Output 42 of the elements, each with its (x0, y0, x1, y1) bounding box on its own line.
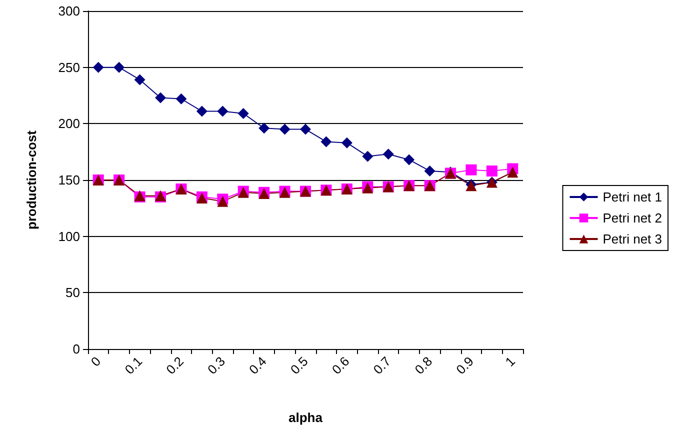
y-tick-label: 150 (58, 172, 80, 188)
y-tick-label: 50 (66, 285, 80, 300)
y-tick-label: 300 (58, 4, 80, 18)
x-tick-label: 0.1 (122, 354, 146, 378)
point (217, 106, 228, 117)
point (176, 93, 187, 104)
y-axis-title: production-cost (24, 130, 39, 230)
point (238, 108, 249, 120)
y-tick-label: 100 (58, 228, 80, 244)
point (320, 136, 332, 148)
x-tick-label: 0.8 (412, 354, 436, 378)
y-tick-label: 200 (58, 116, 80, 132)
point (300, 124, 311, 135)
x-tick-label: 1 (502, 354, 518, 370)
point (382, 148, 394, 160)
point (341, 137, 352, 148)
point (92, 62, 104, 73)
point (404, 154, 415, 166)
legend-label: Petri net 3 (602, 232, 662, 246)
x-tick-label: 0.4 (246, 354, 270, 378)
x-tick-label: 0 (88, 354, 104, 370)
y-tick-label: 250 (58, 60, 80, 75)
point (466, 164, 477, 176)
point (155, 92, 166, 104)
point (258, 122, 270, 134)
point (196, 106, 208, 117)
x-tick-label: 0.2 (163, 354, 187, 378)
point (134, 74, 146, 86)
x-tick-label: 0.3 (204, 354, 228, 378)
x-tick-label: 0.6 (328, 354, 352, 378)
point (424, 165, 436, 176)
legend-label: Petri net 1 (602, 190, 662, 204)
legend-label: Petri net 2 (602, 210, 662, 226)
x-tick-label: 0.5 (287, 354, 311, 378)
x-tick-label: 0.9 (453, 354, 477, 378)
y-tick-label: 0 (72, 342, 80, 356)
point (362, 150, 374, 162)
x-axis-title: alpha (288, 410, 324, 425)
point (279, 124, 290, 135)
x-tick-label: 0.7 (370, 354, 394, 378)
point (114, 62, 125, 73)
point (486, 165, 498, 176)
